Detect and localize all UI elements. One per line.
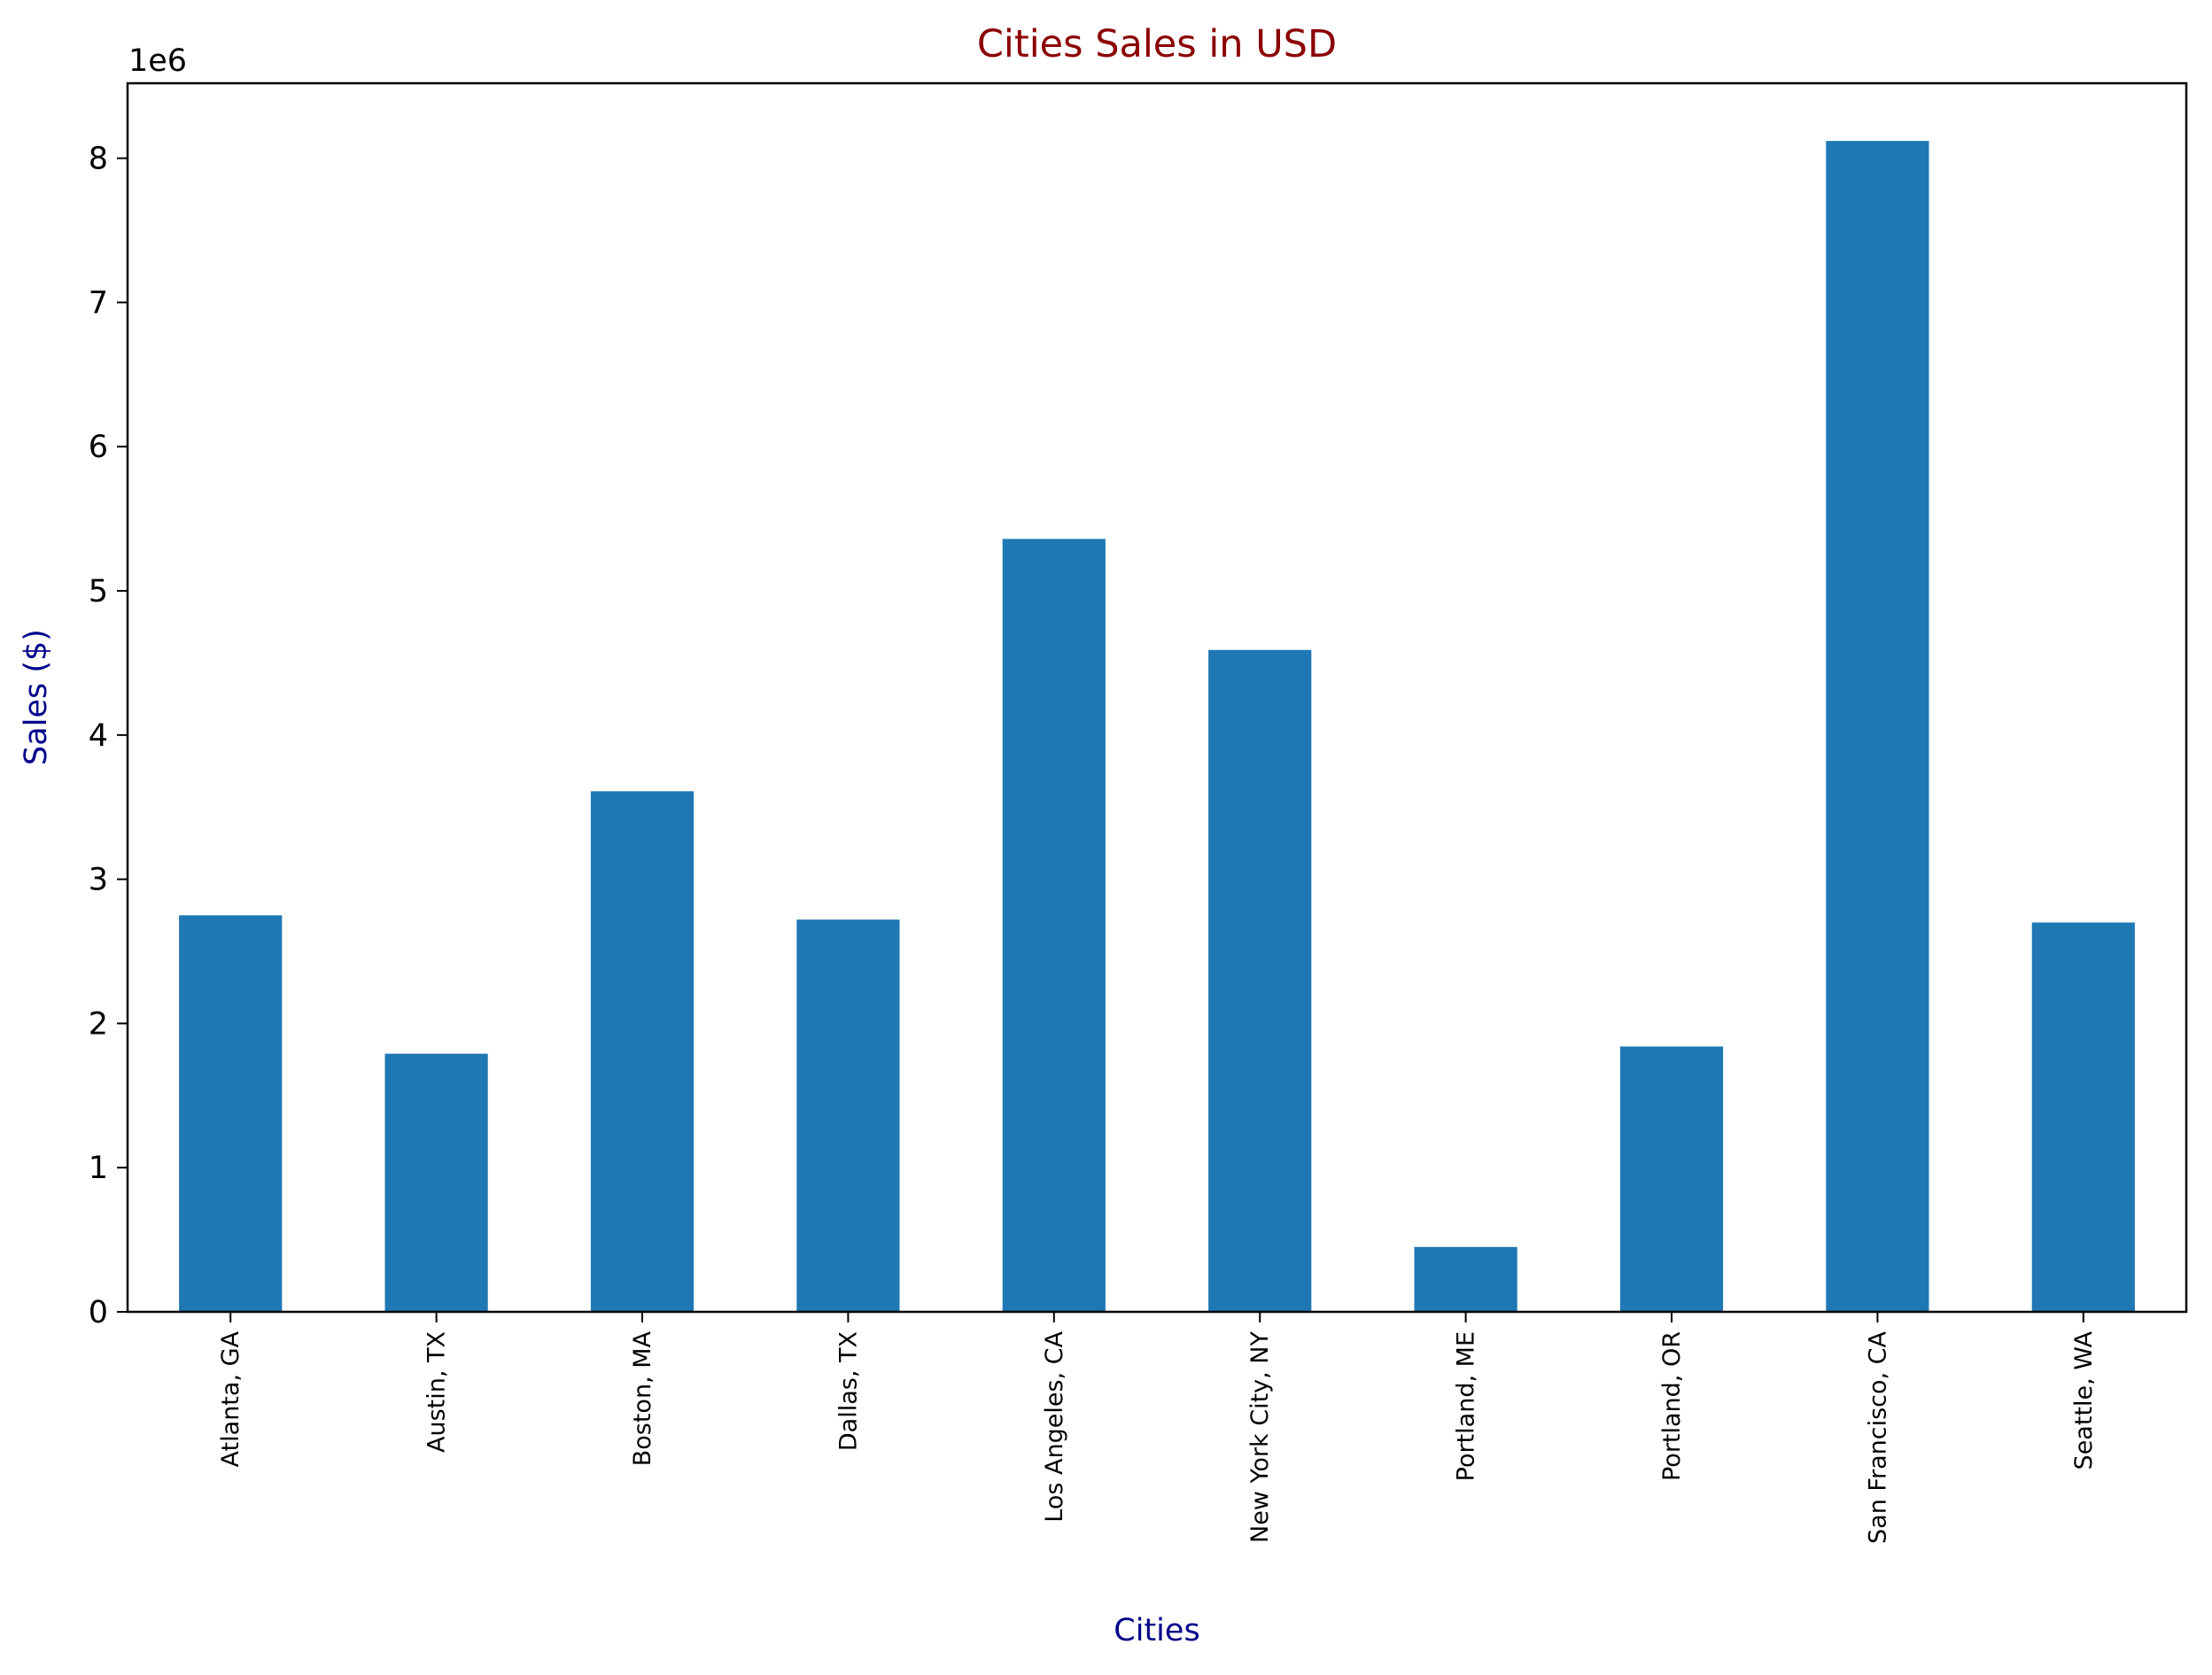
x-axis-ticks: Atlanta, GA Austin, TX Boston, MA Dallas, T…	[217, 1312, 2098, 1544]
x-tick-label: Portland, ME	[1453, 1331, 1480, 1481]
x-tick-label: San Francisco, CA	[1864, 1330, 1891, 1543]
x-tick-label: Seattle, WA	[2070, 1330, 2098, 1470]
x-tick-label: Portland, OR	[1658, 1331, 1686, 1481]
y-tick-label: 5	[89, 574, 108, 609]
y-tick-label: 2	[89, 1006, 108, 1042]
bar	[1002, 539, 1106, 1312]
bar	[1414, 1246, 1517, 1312]
y-tick-label: 8	[89, 142, 108, 177]
x-tick-label: Boston, MA	[629, 1330, 656, 1466]
x-tick-label: Los Angeles, CA	[1041, 1330, 1068, 1522]
bar	[1208, 649, 1312, 1312]
x-axis-label: Cities	[1114, 1613, 1199, 1648]
bars-group	[179, 141, 2135, 1312]
y-tick-label: 4	[89, 718, 108, 754]
bar	[590, 791, 695, 1312]
y-axis-ticks: 0 1 2 3 4 5 6 7 8	[89, 142, 128, 1330]
chart-title: Cities Sales in USD	[977, 22, 1337, 66]
x-tick-label: Austin, TX	[423, 1331, 451, 1453]
y-tick-label: 3	[89, 863, 108, 898]
y-tick-label: 1	[89, 1151, 108, 1186]
bar	[2031, 922, 2135, 1312]
x-tick-label: Atlanta, GA	[217, 1330, 244, 1467]
y-axis-label: Sales ($)	[19, 629, 54, 765]
plot-frame	[126, 81, 2188, 1314]
y-axis-offset-label: 1e6	[128, 43, 187, 79]
bar	[1826, 141, 1929, 1312]
bar	[179, 915, 283, 1312]
bar	[796, 919, 900, 1312]
y-tick-label: 7	[89, 285, 108, 321]
y-tick-label: 6	[89, 430, 108, 465]
x-tick-label: Dallas, TX	[834, 1331, 862, 1451]
y-tick-label: 0	[89, 1295, 108, 1330]
bar	[1619, 1046, 1724, 1312]
bar	[384, 1053, 488, 1312]
x-tick-label: New York City, NY	[1246, 1331, 1274, 1543]
